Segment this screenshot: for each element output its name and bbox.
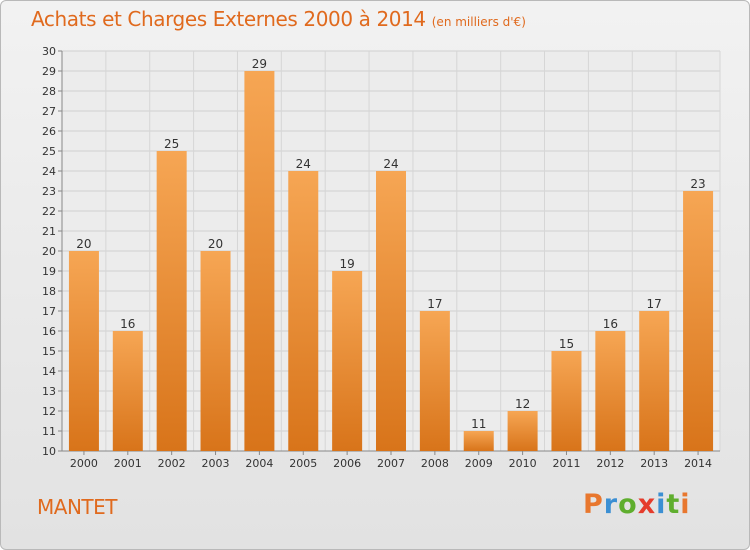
y-tick-label: 29	[42, 65, 56, 78]
bar	[332, 271, 363, 451]
y-tick-label: 24	[42, 165, 56, 178]
x-tick-label: 2000	[70, 457, 98, 470]
y-tick-label: 10	[42, 445, 56, 458]
bar-value-label: 16	[120, 317, 135, 331]
y-tick-label: 30	[42, 45, 56, 58]
bar	[463, 431, 494, 451]
x-tick-label: 2008	[421, 457, 449, 470]
bar-value-label: 19	[339, 257, 354, 271]
bar	[595, 331, 626, 451]
brand-letter: i	[680, 489, 691, 520]
y-tick-label: 22	[42, 205, 56, 218]
bar	[683, 191, 714, 451]
brand-letter: x	[637, 489, 657, 520]
bar	[112, 331, 143, 451]
y-tick-label: 21	[42, 225, 56, 238]
y-tick-label: 16	[42, 325, 56, 338]
y-tick-label: 20	[42, 245, 56, 258]
bar	[244, 71, 275, 451]
y-tick-label: 11	[42, 425, 56, 438]
bar-value-label: 20	[76, 237, 91, 251]
chart-title-text: Achats et Charges Externes 2000 à 2014	[31, 7, 426, 31]
bar	[288, 171, 319, 451]
y-tick-label: 25	[42, 145, 56, 158]
x-tick-label: 2013	[640, 457, 668, 470]
x-tick-label: 2012	[596, 457, 624, 470]
y-tick-label: 13	[42, 385, 56, 398]
brand-letter: o	[618, 489, 638, 520]
bar-value-label: 17	[427, 297, 442, 311]
y-tick-label: 14	[42, 365, 56, 378]
y-tick-label: 23	[42, 185, 56, 198]
bar-value-label: 17	[647, 297, 662, 311]
x-tick-label: 2010	[509, 457, 537, 470]
y-tick-label: 17	[42, 305, 56, 318]
bar	[156, 151, 187, 451]
bar-value-label: 23	[690, 177, 705, 191]
bar-value-label: 20	[208, 237, 223, 251]
bar-value-label: 12	[515, 397, 530, 411]
bar-value-label: 16	[603, 317, 618, 331]
x-tick-label: 2002	[158, 457, 186, 470]
y-tick-label: 26	[42, 125, 56, 138]
bar	[376, 171, 406, 451]
x-tick-label: 2006	[333, 457, 361, 470]
x-tick-label: 2004	[245, 457, 273, 470]
x-tick-label: 2007	[377, 457, 405, 470]
bar	[419, 311, 450, 451]
bar-value-label: 25	[164, 137, 179, 151]
bar-value-label: 15	[559, 337, 574, 351]
x-tick-label: 2009	[465, 457, 493, 470]
bar	[68, 251, 99, 451]
bar	[551, 351, 582, 451]
bars	[68, 71, 714, 451]
x-tick-label: 2005	[289, 457, 317, 470]
y-tick-label: 18	[42, 285, 56, 298]
brand-letter: P	[583, 489, 604, 520]
y-tick-label: 28	[42, 85, 56, 98]
y-tick-label: 27	[42, 105, 56, 118]
chart-title: Achats et Charges Externes 2000 à 2014 (e…	[31, 7, 526, 31]
x-tick-label: 2003	[202, 457, 230, 470]
y-tick-label: 15	[42, 345, 56, 358]
y-tick-label: 12	[42, 405, 56, 418]
x-tick-label: 2011	[552, 457, 580, 470]
bar	[639, 311, 670, 451]
labels: 10 11 12 13 14 15 16 17 18 19 20 21 22 23 24 25 26 27 28 29…	[42, 45, 712, 470]
chart-subtitle: (en milliers d'€)	[431, 15, 526, 29]
bar	[200, 251, 231, 451]
brand-letter: r	[603, 489, 619, 520]
bar	[507, 411, 538, 451]
bar-value-label: 24	[296, 157, 311, 171]
bar-value-label: 11	[471, 417, 486, 431]
brand-letter: i	[656, 489, 667, 520]
brand-letter: t	[666, 489, 681, 520]
x-tick-label: 2001	[114, 457, 142, 470]
commune-name: MANTET	[37, 495, 117, 519]
brand-logo: Proxiti	[583, 489, 691, 520]
bar-value-label: 29	[252, 57, 267, 71]
bar-value-label: 24	[383, 157, 398, 171]
x-tick-label: 2014	[684, 457, 712, 470]
y-tick-label: 19	[42, 265, 56, 278]
